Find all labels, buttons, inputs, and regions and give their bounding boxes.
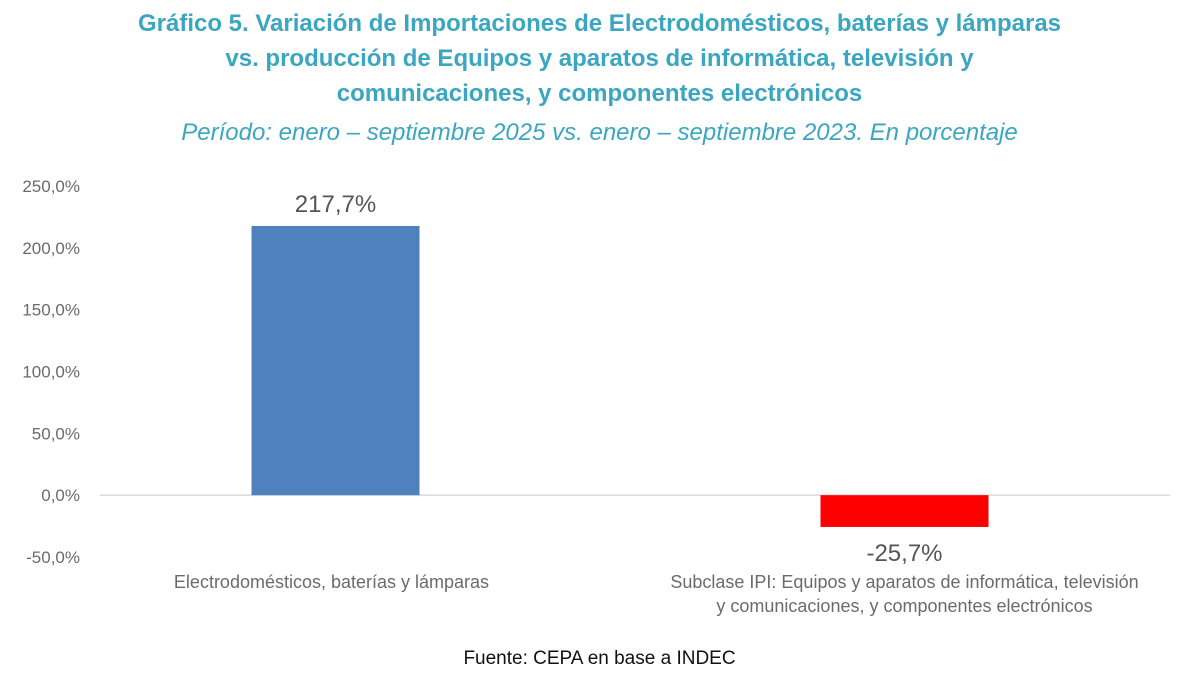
source-note: Fuente: CEPA en base a INDEC — [463, 648, 736, 669]
y-tick-label: 0,0% — [41, 486, 80, 505]
bar — [251, 225, 420, 496]
y-tick-label: 50,0% — [32, 424, 80, 443]
x-category-label: Subclase IPI: Equipos y aparatos de info… — [670, 572, 1138, 592]
chart-title-line-2: vs. producción de Equipos y aparatos de … — [225, 45, 974, 72]
bar — [820, 495, 989, 527]
y-tick-label: 250,0% — [22, 177, 80, 196]
y-tick-label: 150,0% — [22, 301, 80, 320]
y-tick-label: -50,0% — [26, 548, 80, 567]
y-tick-label: 100,0% — [22, 363, 80, 382]
chart-title-line-3: comunicaciones, y componentes electrónic… — [336, 80, 863, 107]
chart-subtitle: Período: enero – septiembre 2025 vs. ene… — [181, 119, 1018, 146]
y-tick-label: 200,0% — [22, 239, 80, 258]
chart-title-line-1: Gráfico 5. Variación de Importaciones de… — [137, 10, 1062, 37]
data-label: -25,7% — [866, 540, 942, 567]
x-category-label: y comunicaciones, y componentes electrón… — [716, 596, 1092, 616]
chart-title: Gráfico 5. Variación de Importaciones de… — [0, 6, 1199, 111]
x-category-label: Electrodomésticos, baterías y lámparas — [174, 572, 489, 592]
data-label: 217,7% — [295, 191, 376, 218]
